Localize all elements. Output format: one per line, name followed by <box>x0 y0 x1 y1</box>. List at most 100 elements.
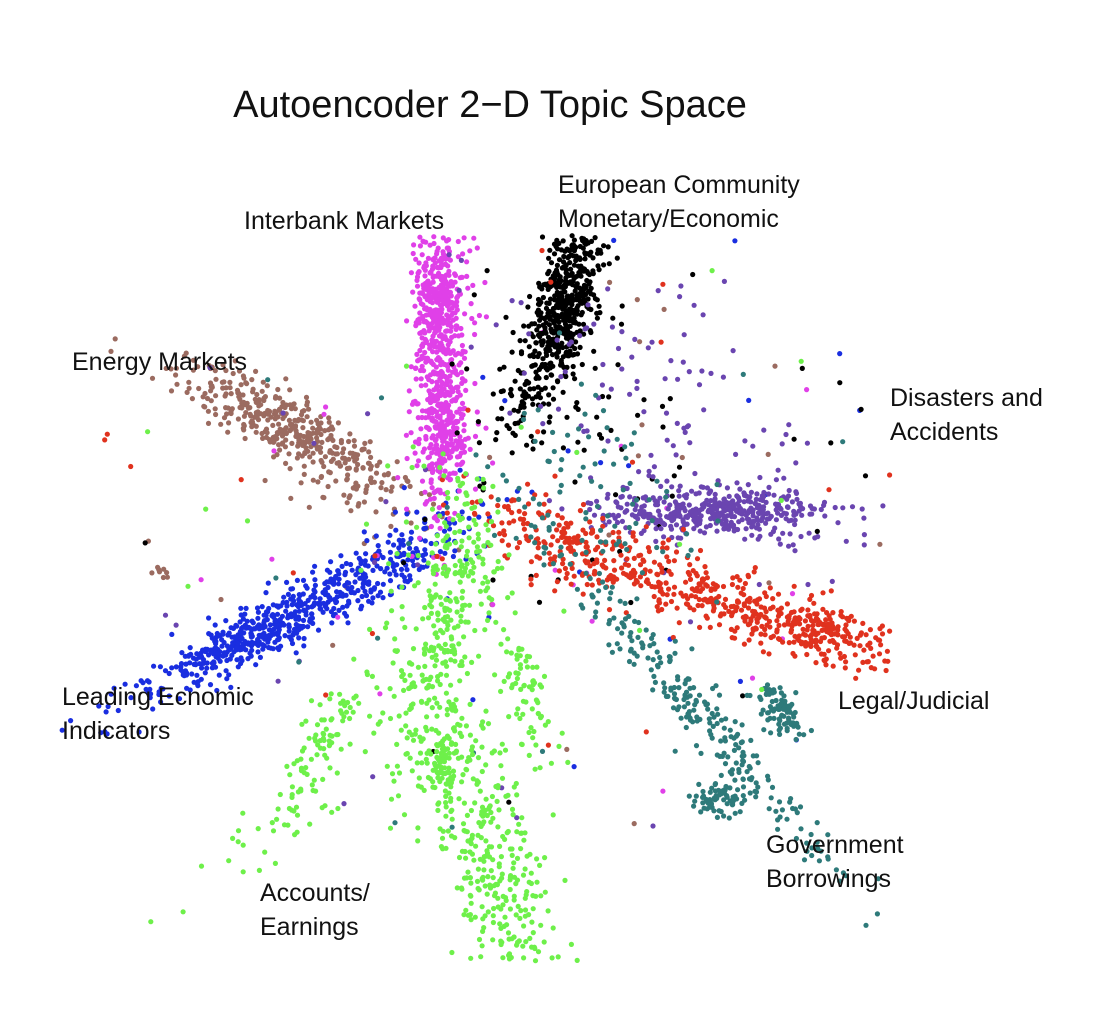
scatter-point <box>219 643 225 649</box>
scatter-point <box>769 784 776 791</box>
scatter-point <box>326 415 332 421</box>
scatter-point <box>448 617 454 623</box>
scatter-point <box>454 430 460 436</box>
scatter-point <box>403 710 409 716</box>
scatter-point <box>589 478 595 484</box>
scatter-point <box>488 494 494 500</box>
scatter-point <box>492 672 498 678</box>
scatter-point <box>474 544 480 550</box>
scatter-point <box>259 632 265 638</box>
scatter-point <box>310 603 316 609</box>
scatter-point <box>574 534 581 540</box>
scatter-point <box>645 545 652 551</box>
scatter-point <box>499 405 505 411</box>
scatter-point <box>878 642 884 648</box>
scatter-point <box>545 334 552 340</box>
scatter-point <box>673 522 680 528</box>
scatter-point <box>718 717 725 723</box>
scatter-point <box>750 443 756 449</box>
scatter-point <box>587 519 593 525</box>
scatter-point <box>409 661 415 667</box>
scatter-point <box>317 702 323 708</box>
scatter-point <box>416 260 422 266</box>
scatter-point <box>539 440 545 446</box>
scatter-point <box>458 274 464 280</box>
scatter-point <box>776 721 782 727</box>
scatter-point <box>676 704 682 710</box>
scatter-point <box>469 499 475 505</box>
scatter-point <box>520 416 527 423</box>
series-4 <box>59 237 863 770</box>
scatter-point <box>558 467 564 473</box>
scatter-point <box>846 618 852 624</box>
scatter-point <box>671 591 677 597</box>
scatter-point <box>654 478 660 484</box>
scatter-point <box>804 651 810 658</box>
scatter-point <box>757 474 763 481</box>
scatter-point <box>458 613 464 619</box>
scatter-point <box>600 408 607 414</box>
scatter-point <box>840 439 846 445</box>
scatter-point <box>483 838 489 844</box>
scatter-point <box>616 529 622 535</box>
scatter-point <box>610 529 616 536</box>
scatter-point <box>809 845 815 851</box>
scatter-point <box>304 437 310 443</box>
scatter-point <box>559 326 565 332</box>
scatter-point <box>760 507 766 513</box>
scatter-point <box>202 648 209 655</box>
scatter-point <box>258 402 264 408</box>
scatter-point <box>554 378 561 384</box>
scatter-point <box>678 715 684 721</box>
scatter-point <box>654 544 660 551</box>
scatter-point <box>614 255 620 261</box>
scatter-point <box>771 492 777 498</box>
scatter-point <box>347 715 353 722</box>
scatter-point <box>341 801 347 807</box>
scatter-point <box>594 414 600 420</box>
scatter-point <box>710 723 716 730</box>
scatter-point <box>401 560 407 566</box>
scatter-point <box>835 520 841 526</box>
scatter-point <box>250 386 256 392</box>
scatter-point <box>149 375 156 381</box>
scatter-point <box>411 242 417 248</box>
scatter-point <box>482 913 488 919</box>
scatter-point <box>509 852 515 859</box>
scatter-point <box>204 665 210 671</box>
scatter-point <box>265 639 271 645</box>
scatter-point <box>471 510 478 516</box>
scatter-point <box>580 464 586 470</box>
scatter-point <box>391 778 397 784</box>
scatter-point <box>552 275 558 281</box>
scatter-point <box>572 479 578 485</box>
scatter-point <box>790 650 796 657</box>
scatter-point <box>275 414 281 420</box>
scatter-point <box>548 279 554 285</box>
scatter-point <box>732 628 738 634</box>
scatter-point <box>448 324 454 330</box>
scatter-point <box>814 839 820 845</box>
scatter-point <box>254 391 260 398</box>
scatter-point <box>441 649 448 655</box>
scatter-point <box>435 801 441 807</box>
scatter-point <box>439 379 445 385</box>
scatter-point <box>362 440 368 446</box>
scatter-point <box>580 501 587 508</box>
scatter-point <box>766 580 772 586</box>
scatter-point <box>458 411 464 417</box>
scatter-point <box>622 616 629 622</box>
scatter-point <box>59 727 65 733</box>
scatter-point <box>461 800 467 806</box>
scatter-point <box>459 351 465 357</box>
scatter-point <box>204 395 211 402</box>
scatter-point <box>804 848 810 854</box>
scatter-point <box>459 607 465 613</box>
scatter-point <box>693 793 699 799</box>
scatter-point <box>720 583 727 590</box>
scatter-point <box>429 300 435 306</box>
scatter-point <box>505 792 511 798</box>
scatter-point <box>681 332 687 338</box>
scatter-point <box>299 721 305 727</box>
